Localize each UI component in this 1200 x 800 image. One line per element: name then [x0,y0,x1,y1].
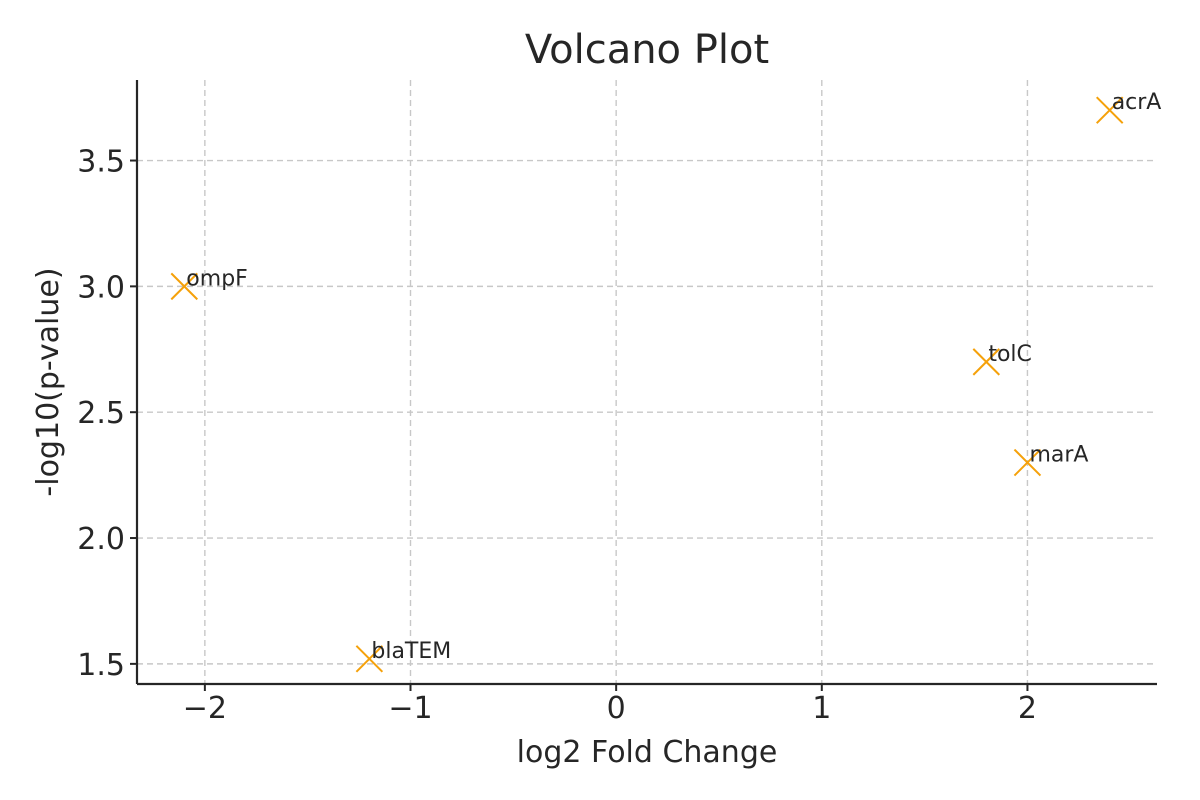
data-point-marA: marA [1013,443,1088,477]
axes [135,80,1157,686]
y-tick-label: 1.5 [77,648,125,683]
data-point-blaTEM: blaTEM [355,639,451,673]
data-points: acrA ompF tolC marA blaTEM [170,90,1162,673]
x-tick-label: −2 [183,691,227,726]
y-tick-label: 3.5 [77,145,125,180]
x-marker [1095,96,1124,124]
data-point-ompF: ompF [170,266,248,301]
x-marker [972,348,1001,376]
point-label: ompF [186,266,248,291]
axis-ticks: −2 −1 0 1 2 1.5 2.0 2.5 3.0 3.5 [77,145,1037,726]
y-tick-label: 3.0 [77,270,125,305]
x-marker [1013,448,1042,477]
chart-title: Volcano Plot [525,27,769,73]
point-label: blaTEM [371,639,451,664]
x-tick-label: 2 [1018,691,1037,726]
y-tick-label: 2.0 [77,522,125,557]
point-label: marA [1029,443,1088,468]
x-tick-label: 1 [812,691,831,726]
data-point-tolC: tolC [972,342,1032,376]
data-point-acrA: acrA [1095,90,1162,124]
x-tick-label: 0 [607,691,626,726]
point-label: tolC [988,342,1032,367]
grid-lines [137,80,1157,684]
y-tick-label: 2.5 [77,396,125,431]
x-axis-label: log2 Fold Change [517,735,778,770]
y-axis-label: -log10(p-value) [31,267,66,496]
x-tick-label: −1 [388,691,432,726]
x-marker [170,272,199,301]
x-marker [355,645,384,673]
point-label: acrA [1112,90,1162,115]
